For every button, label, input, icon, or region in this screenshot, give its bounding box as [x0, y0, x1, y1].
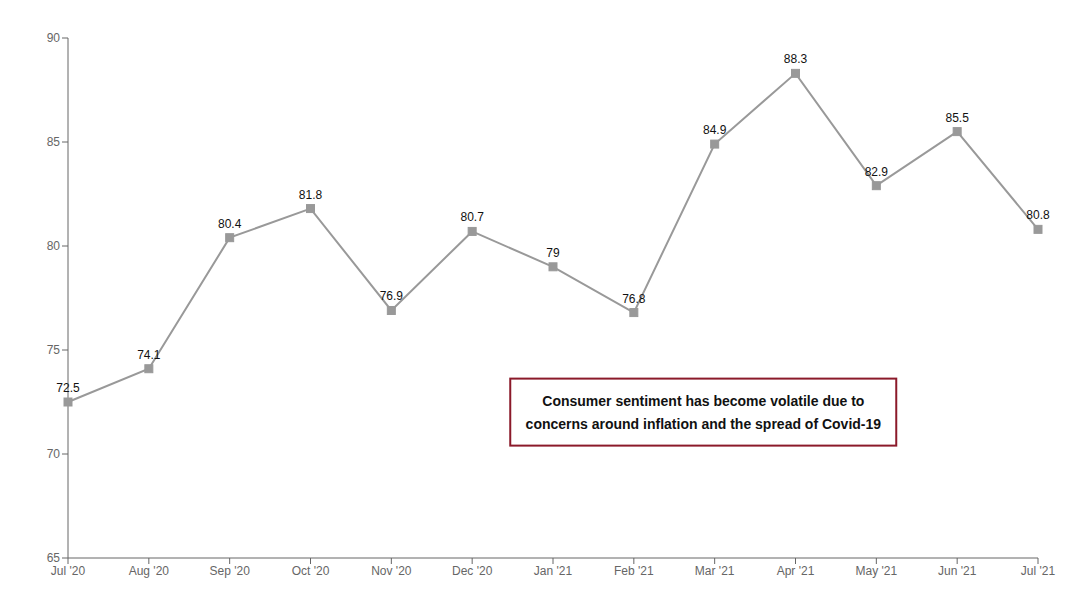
- svg-text:76.9: 76.9: [380, 289, 404, 303]
- svg-text:May '21: May '21: [856, 564, 898, 578]
- svg-text:85: 85: [47, 135, 61, 149]
- svg-text:72.5: 72.5: [56, 381, 80, 395]
- svg-text:65: 65: [47, 551, 61, 565]
- svg-text:Jan '21: Jan '21: [534, 564, 573, 578]
- svg-text:75: 75: [47, 343, 61, 357]
- svg-text:70: 70: [47, 447, 61, 461]
- svg-text:79: 79: [546, 246, 560, 260]
- svg-text:Jul '21: Jul '21: [1021, 564, 1056, 578]
- svg-text:80.8: 80.8: [1026, 208, 1050, 222]
- svg-text:Sep '20: Sep '20: [210, 564, 251, 578]
- svg-text:76.8: 76.8: [622, 292, 646, 306]
- svg-text:Mar '21: Mar '21: [695, 564, 735, 578]
- svg-text:80.7: 80.7: [460, 210, 484, 224]
- svg-text:Apr '21: Apr '21: [777, 564, 815, 578]
- svg-text:Oct '20: Oct '20: [292, 564, 330, 578]
- svg-text:84.9: 84.9: [703, 123, 727, 137]
- svg-text:90: 90: [47, 31, 61, 45]
- svg-text:74.1: 74.1: [137, 348, 161, 362]
- svg-text:Dec '20: Dec '20: [452, 564, 493, 578]
- svg-text:88.3: 88.3: [784, 52, 808, 66]
- svg-text:80.4: 80.4: [218, 217, 242, 231]
- svg-text:81.8: 81.8: [299, 188, 323, 202]
- html-text:Consumer sentiment has become: Consumer sentiment has become volatile d…: [525, 393, 882, 432]
- svg-text:85.5: 85.5: [945, 111, 969, 125]
- svg-text:Jul '20: Jul '20: [51, 564, 86, 578]
- svg-text:80: 80: [47, 239, 61, 253]
- svg-text:82.9: 82.9: [865, 165, 889, 179]
- svg-text:Jun '21: Jun '21: [938, 564, 977, 578]
- svg-text:Nov '20: Nov '20: [371, 564, 412, 578]
- svg-text:Feb '21: Feb '21: [614, 564, 654, 578]
- svg-text:Aug '20: Aug '20: [129, 564, 170, 578]
